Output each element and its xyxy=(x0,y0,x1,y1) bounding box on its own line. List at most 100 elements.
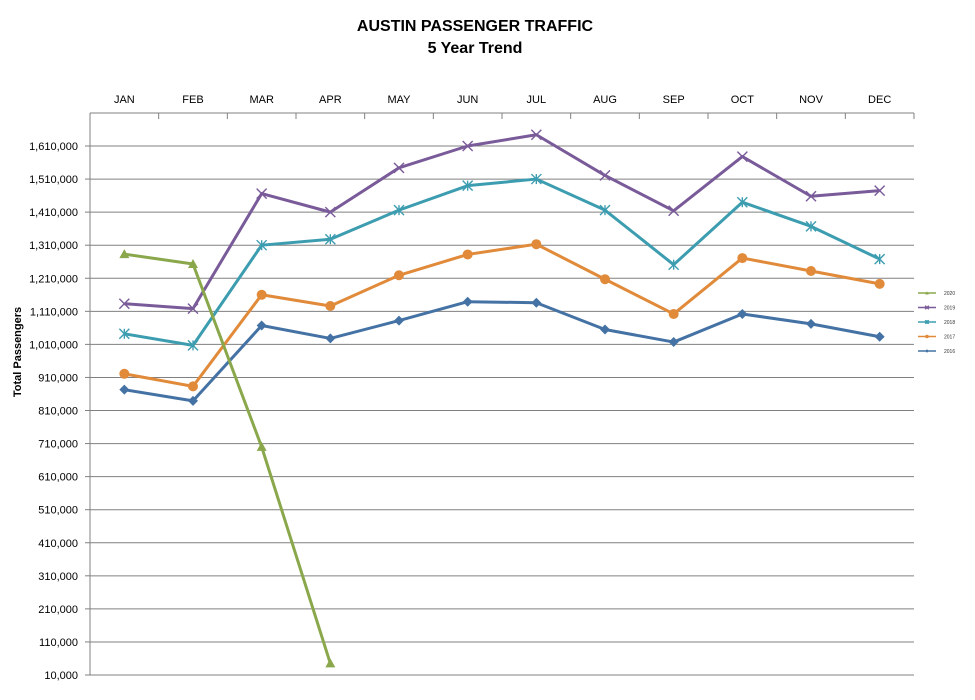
y-tick-label: 1,310,000 xyxy=(29,240,78,252)
data-point xyxy=(805,220,817,232)
data-point xyxy=(256,441,267,451)
data-point xyxy=(600,274,610,285)
data-point xyxy=(188,259,198,269)
data-point xyxy=(462,249,473,260)
data-point xyxy=(806,265,816,276)
data-point xyxy=(668,337,679,348)
data-point xyxy=(874,185,886,197)
data-point xyxy=(118,328,130,340)
data-point xyxy=(119,368,130,379)
legend-label: 2018 xyxy=(944,320,955,326)
data-point xyxy=(462,140,474,152)
data-point xyxy=(924,319,930,325)
data-point xyxy=(737,308,748,319)
series-2018 xyxy=(118,173,886,351)
data-point xyxy=(393,162,405,174)
y-tick-label: 810,000 xyxy=(38,406,78,418)
y-tick-label: 1,110,000 xyxy=(30,306,78,318)
series-line-2016 xyxy=(124,300,880,403)
y-tick-label: 10,000 xyxy=(44,670,78,682)
y-tick-label: 610,000 xyxy=(38,472,78,484)
data-point xyxy=(530,129,542,141)
data-point xyxy=(874,278,885,289)
data-point xyxy=(806,318,816,329)
legend-label: 2019 xyxy=(944,306,955,312)
data-point xyxy=(600,324,610,335)
data-point xyxy=(324,233,336,245)
y-tick-label: 410,000 xyxy=(38,538,78,550)
data-point xyxy=(256,289,267,300)
data-point xyxy=(924,305,930,310)
legend-label: 2020 xyxy=(944,291,955,297)
y-tick-label: 1,610,000 xyxy=(29,141,78,153)
legend-label: 2017 xyxy=(944,335,955,341)
x-tick-label: OCT xyxy=(731,94,755,106)
data-point xyxy=(393,204,405,216)
series-line-2020 xyxy=(124,252,332,664)
x-tick-label: NOV xyxy=(799,94,824,106)
series-line-2019 xyxy=(124,133,880,311)
y-tick-label: 1,410,000 xyxy=(29,207,78,219)
y-tick-label: 210,000 xyxy=(38,604,78,616)
data-point xyxy=(874,253,886,265)
data-point xyxy=(736,151,748,163)
x-tick-label: MAR xyxy=(249,94,274,106)
x-tick-label: SEP xyxy=(663,94,685,106)
data-point xyxy=(925,291,929,295)
legend-item-2016: 2016 xyxy=(918,349,955,355)
data-point xyxy=(394,315,404,326)
series-group xyxy=(118,129,886,668)
data-point xyxy=(599,204,611,216)
series-2017 xyxy=(119,239,885,392)
x-tick-label: APR xyxy=(319,94,342,106)
data-point xyxy=(668,259,680,271)
y-axis: 1,610,000 1,510,000 1,410,000 1,310,000 1,21… xyxy=(29,141,78,682)
y-tick-label: 910,000 xyxy=(38,372,78,384)
data-point xyxy=(394,270,404,281)
data-point xyxy=(325,333,336,344)
y-tick-label: 110,000 xyxy=(39,637,78,649)
data-point xyxy=(531,297,542,308)
data-point xyxy=(530,173,542,185)
data-point xyxy=(118,298,130,310)
data-point xyxy=(325,658,336,668)
x-tick-label: DEC xyxy=(868,94,891,106)
data-point xyxy=(736,196,748,208)
series-line-2017 xyxy=(124,242,880,388)
series-2016 xyxy=(119,296,885,406)
y-tick-label: 1,010,000 xyxy=(29,339,78,351)
data-point xyxy=(324,206,336,218)
data-point xyxy=(668,308,679,319)
data-point xyxy=(188,395,198,406)
legend-item-2020: 2020 xyxy=(918,291,955,297)
x-tick-label: FEB xyxy=(182,94,203,106)
y-tick-label: 710,000 xyxy=(38,439,78,451)
chart-title-block: AUSTIN PASSENGER TRAFFIC 5 Year Trend xyxy=(0,16,950,60)
legend-label: 2016 xyxy=(944,349,955,355)
chart-subtitle: 5 Year Trend xyxy=(427,40,523,57)
data-point xyxy=(462,180,474,192)
data-point xyxy=(119,249,130,259)
data-point xyxy=(187,339,199,351)
data-point xyxy=(187,303,199,315)
data-point xyxy=(325,301,336,312)
data-point xyxy=(256,188,268,200)
data-point xyxy=(188,381,198,392)
y-tick-label: 1,210,000 xyxy=(29,273,78,285)
x-tick-label: JUN xyxy=(457,94,478,106)
legend: 2020 2019 2018 2017 2016 xyxy=(918,291,955,355)
legend-item-2019: 2019 xyxy=(918,305,955,312)
series-2020 xyxy=(119,249,336,668)
series-line-2018 xyxy=(124,177,881,347)
gridlines xyxy=(85,112,915,676)
data-point xyxy=(256,239,268,251)
data-point xyxy=(925,334,929,339)
data-point xyxy=(462,296,473,307)
data-point xyxy=(256,320,267,331)
series-2019 xyxy=(118,129,886,315)
x-tick-label: JUL xyxy=(527,94,547,106)
y-tick-label: 510,000 xyxy=(38,505,78,517)
data-point xyxy=(805,190,817,202)
x-axis: JAN FEB MAR APR MAY JUN JUL AUG SEP OCT NOV DEC xyxy=(114,94,891,106)
